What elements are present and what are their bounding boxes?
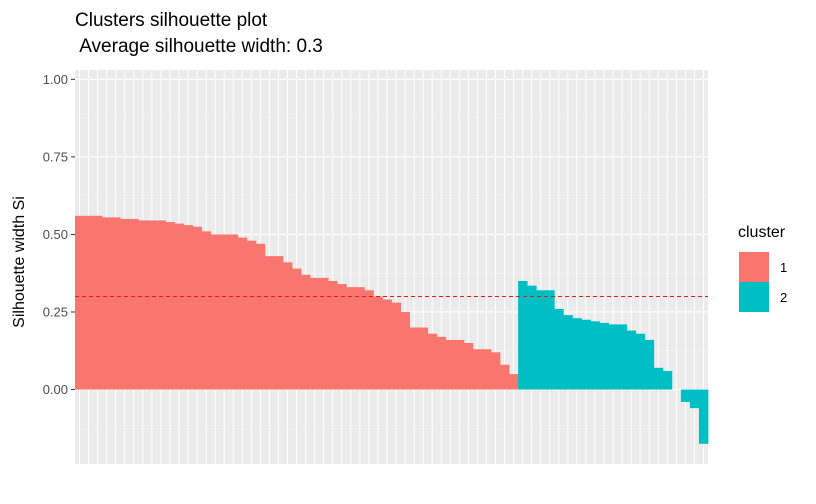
silhouette-bar (310, 277, 320, 390)
y-tick-label: 0.75 (43, 149, 68, 164)
silhouette-bar (644, 339, 655, 390)
silhouette-bar (111, 217, 121, 390)
silhouette-bar (490, 352, 501, 390)
y-axis: 0.00 0.25 0.50 0.75 1.00 (43, 72, 75, 397)
silhouette-bar (472, 349, 483, 390)
silhouette-bar (617, 324, 628, 390)
y-tick-label: 1.00 (43, 72, 68, 87)
silhouette-bar (301, 274, 311, 390)
silhouette-bar (445, 339, 456, 390)
legend: cluster 12 (738, 224, 787, 312)
silhouette-bar (545, 290, 555, 390)
silhouette-bar (201, 231, 212, 390)
silhouette-bar (509, 374, 519, 390)
silhouette-bar (282, 262, 293, 390)
silhouette-bar (192, 226, 202, 390)
silhouette-bar (518, 280, 528, 390)
silhouette-bar (120, 218, 130, 390)
silhouette-bar (273, 256, 284, 390)
silhouette-bar (373, 296, 383, 390)
silhouette-bar (102, 217, 112, 390)
legend-title: cluster (738, 224, 786, 241)
silhouette-bar (662, 370, 673, 390)
legend-key-1 (739, 252, 769, 282)
major-gridlines (75, 70, 708, 464)
chart-subtitle: Average silhouette width: 0.3 (75, 36, 323, 57)
y-tick-label: 0.50 (43, 227, 68, 242)
silhouette-bar (237, 237, 248, 390)
silhouette-bar (228, 234, 239, 390)
plot-panel (75, 70, 709, 464)
silhouette-bar (653, 367, 664, 390)
silhouette-bar (292, 268, 302, 390)
silhouette-bar (264, 256, 275, 390)
silhouette-bar (689, 389, 700, 409)
silhouette-bar (84, 215, 94, 390)
silhouette-bar (337, 284, 347, 390)
silhouette-bar (527, 285, 537, 390)
y-tick-label: 0.00 (43, 382, 68, 397)
silhouette-bar (156, 220, 166, 390)
silhouette-bar (319, 277, 329, 390)
bars (75, 215, 709, 444)
silhouette-bar (698, 389, 709, 444)
y-axis-title: Silhouette width Si (11, 196, 28, 328)
silhouette-bar (427, 333, 438, 390)
silhouette-bar (129, 218, 139, 390)
silhouette-bar (481, 349, 492, 390)
silhouette-bar (626, 330, 637, 390)
legend-label-1: 1 (780, 260, 787, 275)
silhouette-bar (536, 290, 546, 390)
silhouette-bar (246, 240, 257, 390)
silhouette-bar (165, 222, 175, 390)
silhouette-bar (590, 321, 600, 390)
silhouette-bar (210, 234, 221, 390)
y-tick-label: 0.25 (43, 304, 68, 319)
silhouette-bar (255, 243, 266, 390)
silhouette-bar (147, 220, 157, 390)
chart-title: Clusters silhouette plot (75, 10, 268, 31)
silhouette-bar (328, 280, 338, 390)
silhouette-bar (418, 327, 429, 390)
legend-key-2 (739, 282, 769, 312)
silhouette-bar (572, 318, 582, 390)
silhouette-bar (599, 322, 609, 390)
silhouette-bar (409, 327, 420, 390)
silhouette-bar (581, 319, 591, 390)
legend-label-2: 2 (780, 290, 787, 305)
silhouette-bar (454, 339, 465, 390)
silhouette-bar (183, 225, 193, 390)
silhouette-bar (391, 302, 401, 390)
silhouette-bar (608, 324, 618, 390)
silhouette-bar (436, 336, 447, 390)
silhouette-bar (463, 343, 474, 390)
silhouette-bar (680, 389, 691, 402)
silhouette-bar (219, 234, 230, 390)
legend-items: 12 (739, 252, 787, 312)
silhouette-bar (635, 333, 646, 390)
silhouette-bar (93, 215, 103, 390)
silhouette-bar (346, 287, 356, 390)
silhouette-bar (174, 223, 184, 390)
silhouette-bar (500, 364, 510, 390)
silhouette-bar (75, 215, 85, 390)
silhouette-bar (400, 311, 410, 390)
silhouette-bar (364, 290, 374, 390)
silhouette-bar (138, 220, 148, 390)
silhouette-bar (563, 315, 573, 390)
silhouette-bar (382, 299, 392, 390)
silhouette-bar (355, 287, 365, 390)
silhouette-bar (554, 308, 564, 390)
